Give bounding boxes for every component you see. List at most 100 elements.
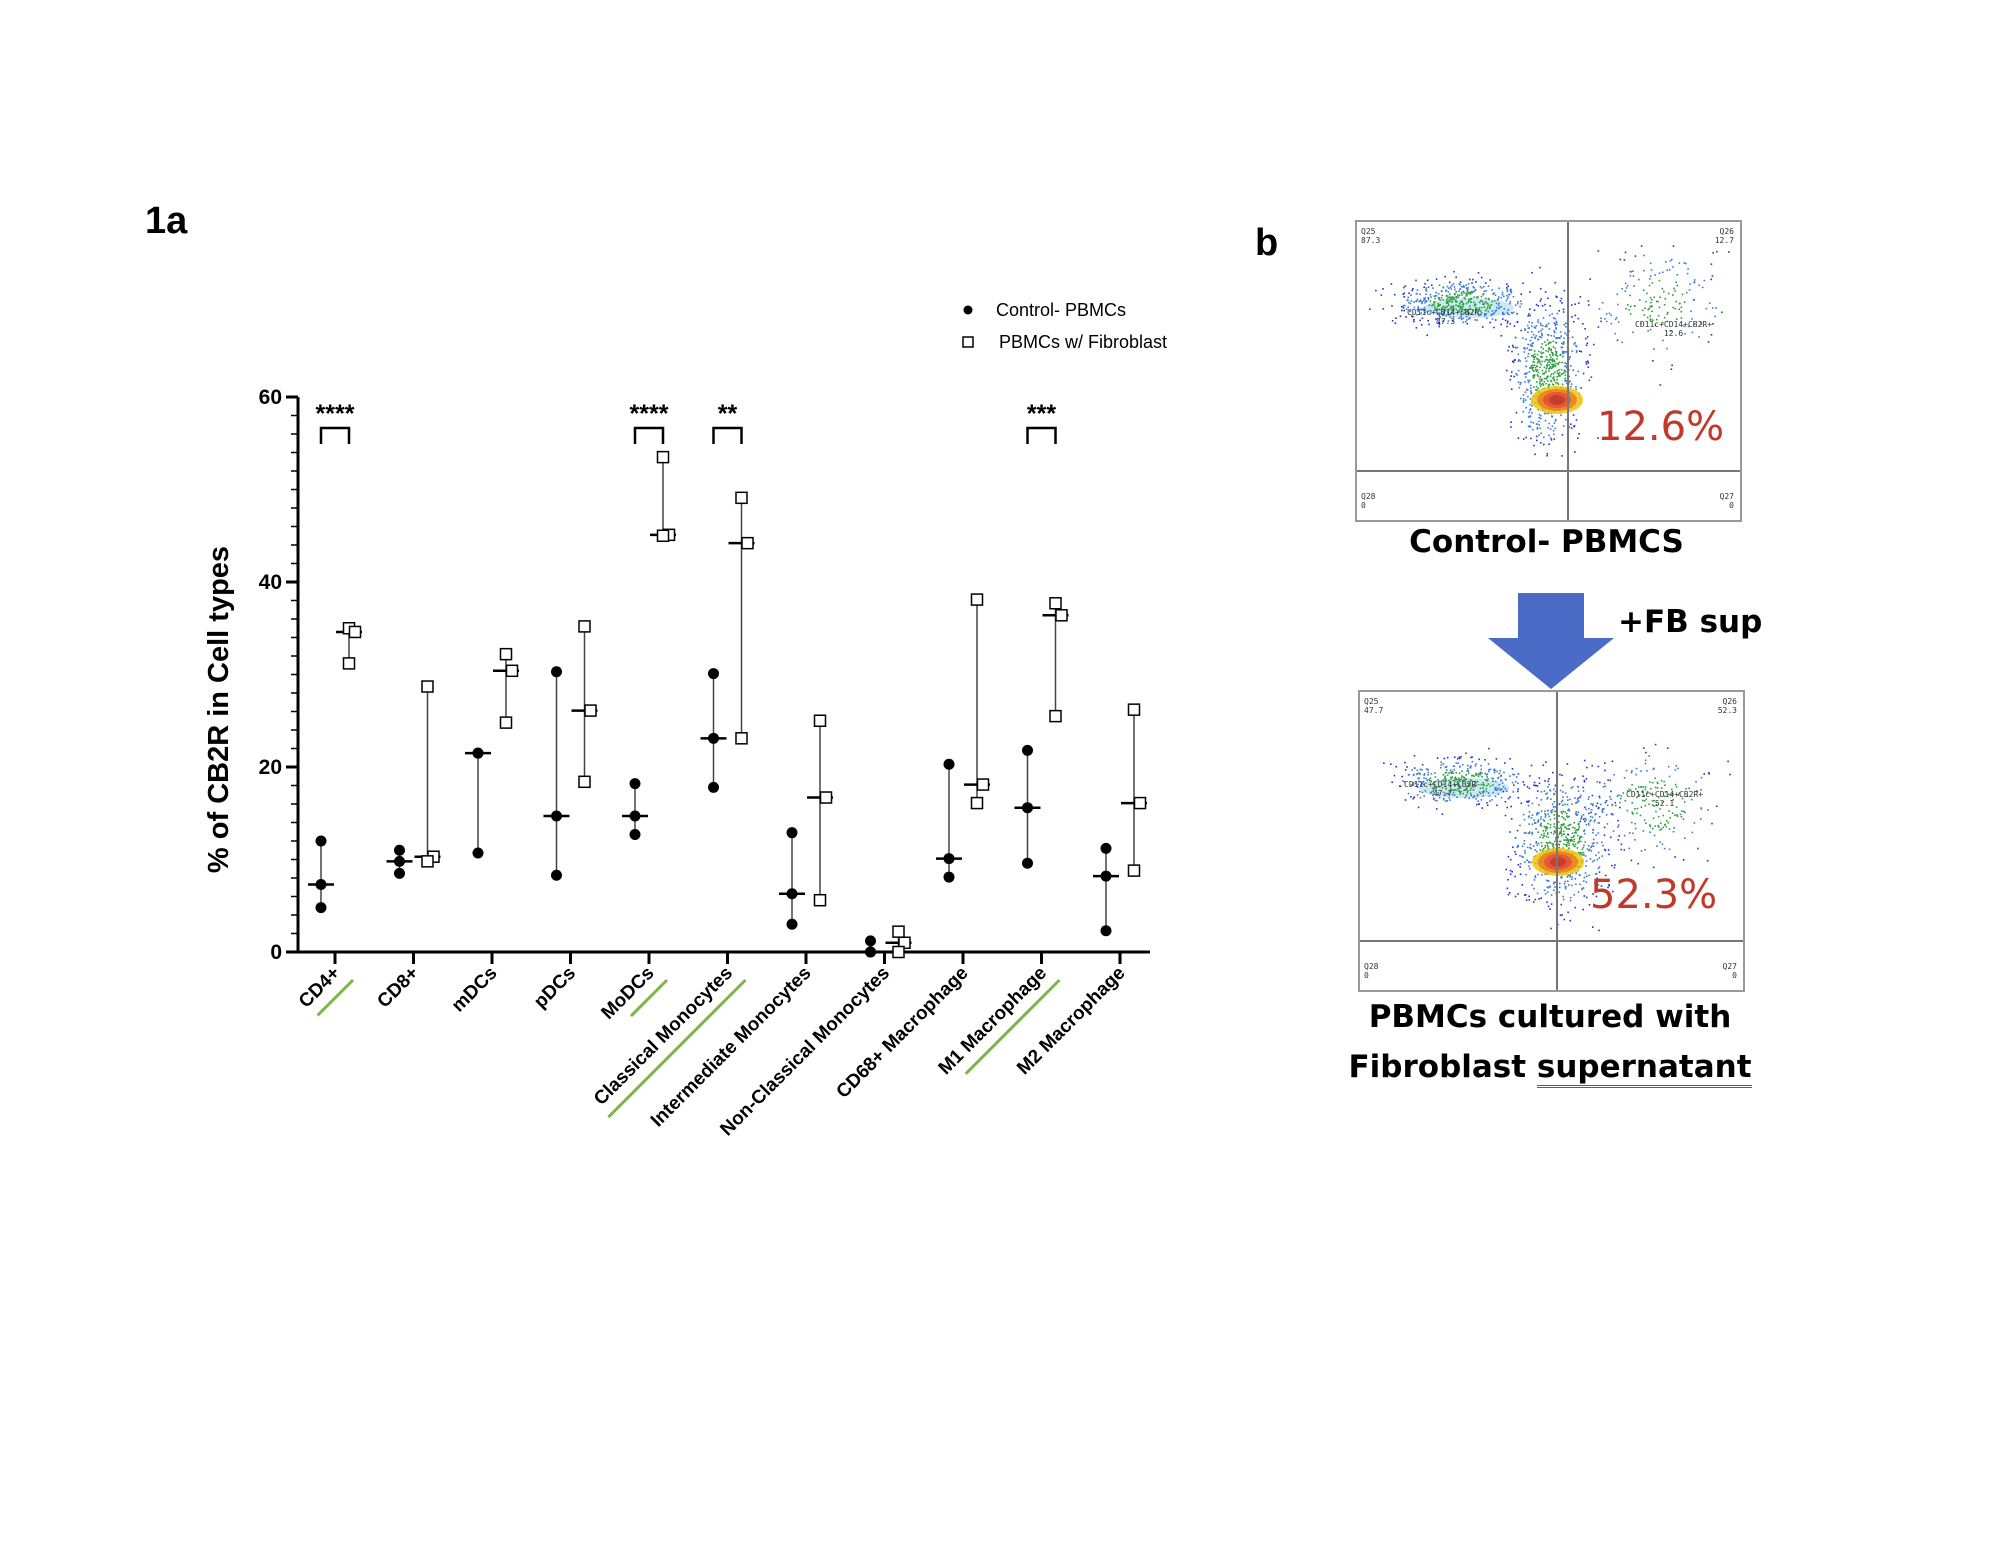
density-dot: [1404, 799, 1407, 801]
density-dot: [1504, 762, 1506, 764]
density-dot: [1453, 286, 1456, 288]
density-dot: [1447, 291, 1450, 293]
density-dot: [1438, 304, 1440, 306]
density-dot: [1430, 780, 1432, 782]
density-dot: [1525, 365, 1527, 368]
density-dot: [1509, 378, 1512, 381]
density-dot: [1621, 341, 1623, 344]
density-dot: [1496, 299, 1499, 301]
density-dot: [1455, 783, 1458, 786]
density-dot: [1436, 786, 1438, 788]
density-dot: [1597, 765, 1600, 768]
density-dot: [1542, 834, 1545, 837]
density-dot: [1451, 776, 1454, 778]
density-dot: [1476, 780, 1479, 783]
density-dot: [1583, 780, 1586, 783]
density-dot: [1535, 325, 1538, 327]
density-dot: [1581, 848, 1584, 851]
density-dot: [1684, 333, 1686, 335]
density-dot: [1578, 840, 1580, 843]
density-dot: [1423, 774, 1425, 776]
density-dot: [1552, 771, 1554, 774]
density-dot: [1546, 844, 1549, 846]
density-dot: [1433, 303, 1435, 305]
density-dot: [1419, 790, 1421, 793]
density-dot: [1473, 296, 1475, 298]
density-dot: [1424, 283, 1426, 285]
density-dot: [1544, 291, 1547, 293]
density-dot: [1547, 380, 1549, 382]
density-dot: [1545, 879, 1548, 882]
density-dot: [1527, 379, 1529, 382]
density-dot: [1672, 266, 1674, 268]
density-dot: [1698, 336, 1700, 338]
density-dot: [1508, 345, 1510, 348]
fibroblast-point: [892, 925, 905, 938]
density-dot: [1548, 383, 1551, 386]
q28-label: Q28 0: [1361, 492, 1376, 510]
density-dot: [1589, 858, 1592, 860]
density-dot: [1487, 783, 1490, 785]
density-dot: [1464, 298, 1466, 300]
density-dot: [1548, 360, 1550, 362]
density-dot: [1460, 756, 1462, 758]
density-dot: [1467, 772, 1470, 774]
density-dot: [1552, 346, 1555, 348]
density-dot: [1575, 350, 1578, 352]
density-dot: [1675, 281, 1677, 283]
density-dot: [1559, 826, 1562, 828]
density-dot: [1412, 288, 1414, 290]
density-dot: [1581, 854, 1583, 856]
density-dot: [1578, 822, 1580, 825]
density-dot: [1641, 791, 1644, 793]
density-dot: [1441, 310, 1443, 313]
density-dot: [1596, 842, 1598, 844]
density-dot: [1541, 369, 1544, 372]
density-dot: [1645, 300, 1647, 303]
density-dot: [1513, 325, 1516, 327]
arrow-label: +FB sup: [1618, 604, 1763, 640]
density-dot: [1541, 845, 1543, 847]
density-dot: [1663, 304, 1666, 306]
density-dot: [1603, 848, 1606, 851]
density-dot: [1461, 300, 1463, 303]
density-dot: [1546, 901, 1548, 903]
density-dot: [1649, 825, 1652, 828]
density-dot: [1591, 794, 1594, 797]
density-dot: [1643, 314, 1646, 316]
density-dot: [1597, 884, 1599, 886]
density-dot: [1663, 290, 1665, 293]
significance-stars: **: [718, 400, 738, 428]
density-dot: [1487, 310, 1490, 313]
density-dot: [1553, 360, 1556, 363]
density-dot: [1567, 840, 1570, 842]
density-dot: [1512, 773, 1514, 776]
density-dot: [1672, 793, 1674, 795]
density-dot: [1567, 828, 1570, 830]
density-dot: [1461, 307, 1463, 309]
density-dot: [1554, 420, 1557, 422]
density-dot: [1554, 806, 1556, 808]
density-dot: [1452, 779, 1455, 782]
density-dot: [1613, 866, 1616, 869]
density-dot: [1529, 408, 1532, 410]
density-dot: [1525, 360, 1528, 362]
density-dot: [1418, 772, 1421, 774]
density-dot: [1644, 307, 1646, 310]
density-dot: [1427, 768, 1429, 771]
density-dot: [1531, 345, 1534, 347]
density-dot: [1495, 758, 1498, 760]
density-dot: [1598, 816, 1601, 818]
density-dot: [1513, 773, 1516, 776]
density-dot: [1464, 321, 1467, 323]
density-dot: [1500, 788, 1503, 790]
density-dot: [1468, 797, 1470, 800]
density-dot: [1425, 300, 1428, 302]
density-dot: [1538, 777, 1541, 779]
density-dot: [1539, 836, 1541, 839]
density-dot: [1653, 834, 1656, 837]
density-dot: [1503, 771, 1505, 774]
density-dot: [1428, 304, 1431, 307]
density-dot: [1391, 320, 1394, 322]
density-dot: [1663, 780, 1665, 783]
